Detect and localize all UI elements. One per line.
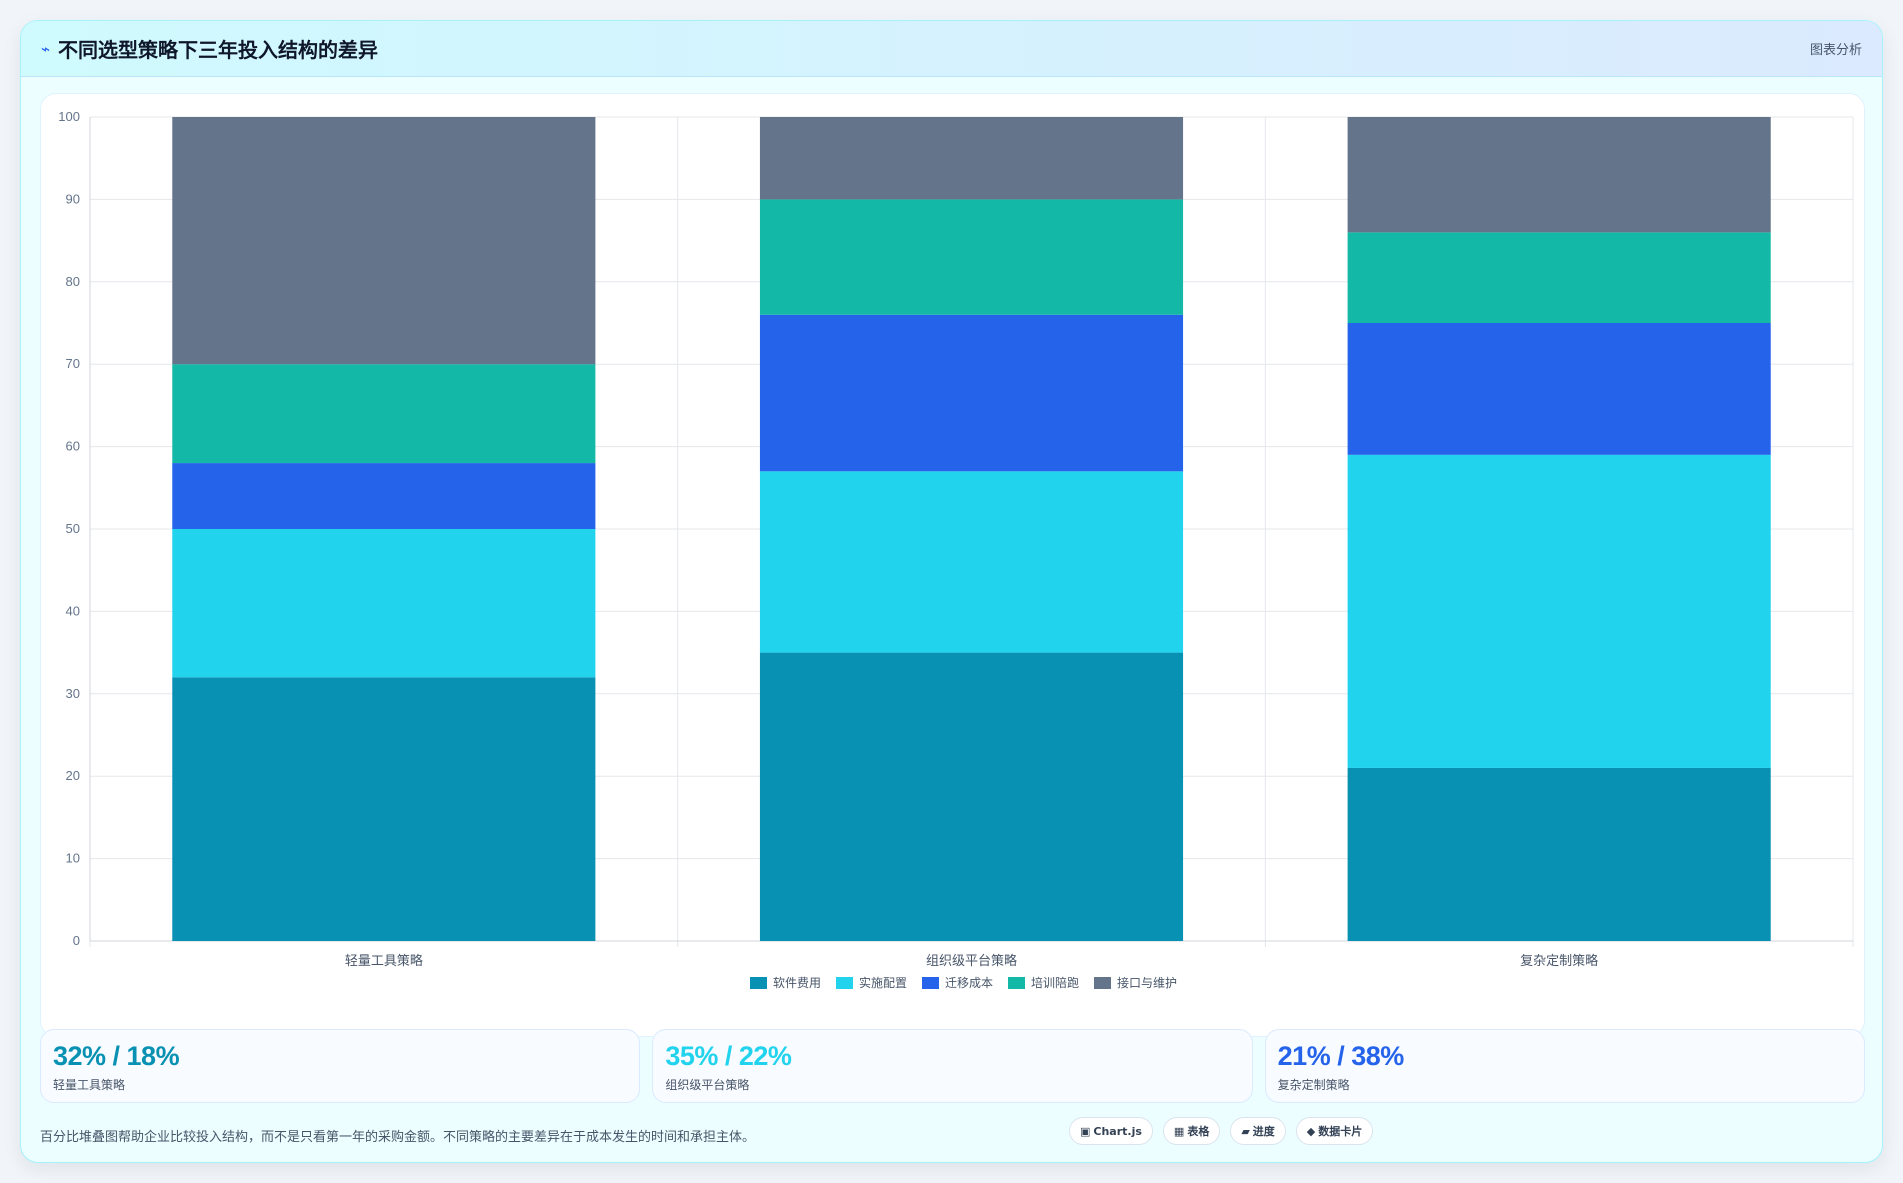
stat-label: 组织级平台策略 [665, 1078, 750, 1092]
bar-segment [1347, 232, 1771, 323]
card-header: ⌁ 不同选型策略下三年投入结构的差异 图表分析 [21, 21, 1882, 77]
bar-segment [1347, 323, 1771, 455]
y-tick-label: 70 [66, 356, 80, 371]
bar-segment [1347, 117, 1771, 233]
y-tick-label: 30 [66, 686, 80, 701]
bar-segment [172, 364, 596, 464]
chip-chartjs[interactable]: ▣ Chart.js [1069, 1117, 1153, 1145]
x-tick-label: 轻量工具策略 [345, 953, 423, 969]
bar-segment [759, 199, 1184, 315]
legend-label: 培训陪跑 [1031, 975, 1079, 990]
diamond-icon: ◆ [1306, 1124, 1316, 1138]
chip-label: 表格 [1187, 1125, 1210, 1138]
legend-swatch [922, 977, 939, 989]
feature-chips: ▣ Chart.js ▦ 表格 ▰ 进度 ◆ 数据卡片 [1069, 1117, 1374, 1145]
bar-segment [759, 471, 1184, 653]
bar-segment [1347, 454, 1771, 768]
stat-value: 35% / 22% [665, 1041, 792, 1071]
table-icon: ▦ [1173, 1124, 1185, 1138]
stat-label: 轻量工具策略 [53, 1078, 126, 1092]
y-tick-label: 10 [66, 851, 80, 866]
x-tick-label: 复杂定制策略 [1520, 953, 1598, 969]
bar-segment [759, 117, 1184, 200]
x-tick-label: 组织级平台策略 [926, 953, 1017, 969]
y-tick-label: 0 [73, 933, 80, 948]
stat-label: 复杂定制策略 [1277, 1078, 1350, 1092]
stat-value: 21% / 38% [1277, 1041, 1405, 1071]
bar-segment [172, 463, 596, 529]
legend-label: 接口与维护 [1117, 975, 1177, 990]
stat-cards: 32% / 18% 轻量工具策略 35% / 22% 组织级平台策略 21% /… [40, 1029, 1865, 1103]
y-tick-label: 90 [66, 191, 80, 206]
y-tick-label: 50 [66, 521, 80, 536]
chart-trend-icon: ⌁ [41, 39, 51, 58]
y-tick-label: 40 [66, 603, 80, 618]
bar-segment [172, 677, 596, 941]
bar-segment [172, 529, 596, 678]
chart-title: 不同选型策略下三年投入结构的差异 [58, 38, 379, 62]
legend-swatch [1008, 977, 1025, 989]
legend-label: 软件费用 [773, 976, 821, 990]
chart-card: ⌁ 不同选型策略下三年投入结构的差异 图表分析 0 10 20 30 40 50 60 70 8… [20, 20, 1883, 1163]
legend-label: 实施配置 [859, 975, 907, 990]
chart-panel: 0 10 20 30 40 50 60 70 80 90 100 轻量工具策略 组织级平台策略 复杂定制策… [40, 93, 1865, 1037]
bar-segment [759, 314, 1184, 472]
y-tick-label: 80 [66, 274, 80, 289]
bar-segment [1347, 767, 1771, 941]
chart-icon: ▣ [1080, 1124, 1091, 1138]
bar-segment [759, 652, 1184, 941]
stat-card: 35% / 22% 组织级平台策略 [652, 1029, 1253, 1103]
chip-label: 进度 [1252, 1125, 1275, 1138]
legend-label: 迁移成本 [945, 976, 993, 990]
y-tick-label: 60 [66, 439, 80, 454]
chart-analysis-tag: 图表分析 [1809, 43, 1862, 58]
footer-note: 百分比堆叠图帮助企业比较投入结构，而不是只看第一年的采购金额。不同策略的主要差异… [40, 1130, 756, 1145]
stat-value: 32% / 18% [53, 1041, 180, 1071]
chip-data-card[interactable]: ◆ 数据卡片 [1295, 1117, 1374, 1145]
legend-swatch [836, 977, 853, 989]
chip-label: Chart.js [1093, 1124, 1142, 1138]
chip-progress[interactable]: ▰ 进度 [1230, 1117, 1286, 1145]
y-tick-label: 100 [58, 109, 80, 124]
legend-swatch [750, 977, 767, 989]
chip-table[interactable]: ▦ 表格 [1162, 1117, 1221, 1145]
stacked-bar-chart: 0 10 20 30 40 50 60 70 80 90 100 轻量工具策略 组织级平台策略 复杂定制策… [58, 109, 1854, 990]
y-tick-label: 20 [66, 768, 80, 783]
progress-icon: ▰ [1241, 1124, 1250, 1138]
chip-label: 数据卡片 [1318, 1125, 1363, 1138]
stat-card: 32% / 18% 轻量工具策略 [40, 1029, 641, 1103]
bar-segment [172, 117, 596, 365]
stat-card: 21% / 38% 复杂定制策略 [1264, 1029, 1865, 1103]
legend-swatch [1094, 977, 1111, 989]
